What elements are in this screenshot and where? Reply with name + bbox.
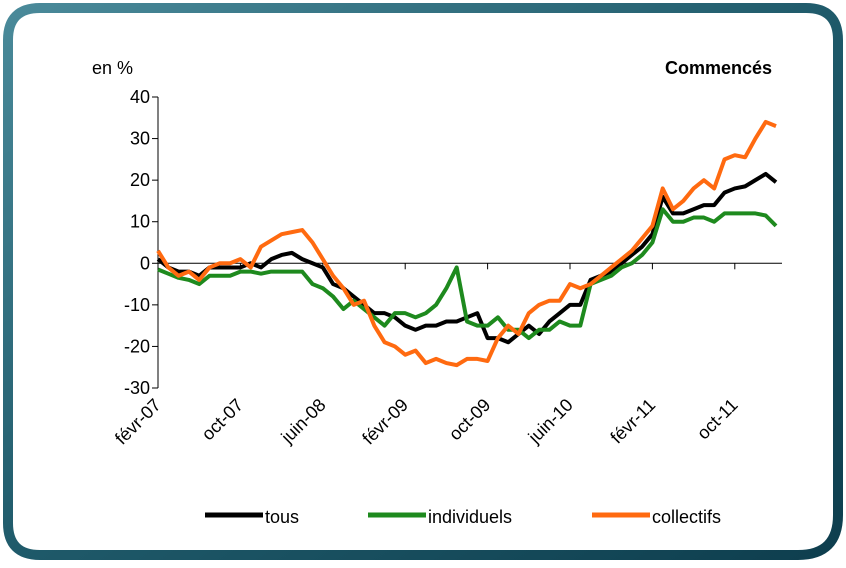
y-tick-label: 0 (140, 253, 150, 273)
y-tick-label: 30 (130, 129, 150, 149)
y-tick-label: -30 (124, 378, 150, 398)
y-axis-label: en % (92, 58, 133, 78)
y-tick-label: 10 (130, 212, 150, 232)
series-line (156, 119, 777, 368)
y-tick-label: 20 (130, 170, 150, 190)
y-tick-label: 40 (130, 87, 150, 107)
frame (3, 3, 843, 560)
y-tick-label: -20 (124, 336, 150, 356)
y-tick-label: -10 (124, 295, 150, 315)
series-line (157, 207, 778, 341)
chart-title: Commencés (665, 58, 772, 78)
legend-label: tous (265, 507, 299, 527)
legend-label: individuels (428, 507, 512, 527)
legend-label: collectifs (652, 507, 721, 527)
